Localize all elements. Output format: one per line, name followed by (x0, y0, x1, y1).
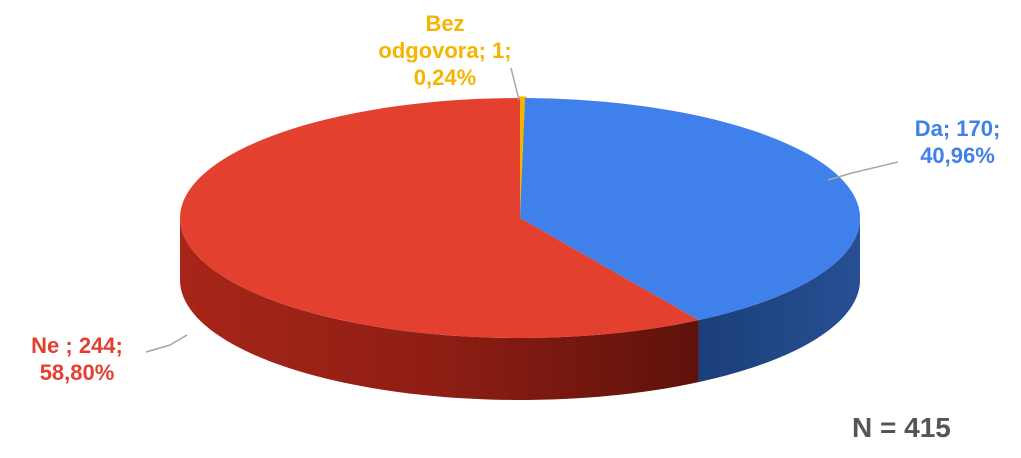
pie-side-ne (180, 218, 699, 400)
leader-line-da (827, 161, 899, 181)
data-label-bez-odgovora: Bez odgovora; 1; 0,24% (315, 10, 575, 91)
data-label-ne: Ne ; 244; 58,80% (2, 332, 152, 386)
data-label-line: Da; 170; (914, 116, 1001, 141)
data-label-line: 40,96% (920, 143, 995, 168)
data-label-line: 58,80% (39, 360, 115, 385)
pie-slice-ne (180, 98, 699, 338)
leader-line-bez (510, 67, 520, 101)
pie-sides (180, 218, 860, 400)
pie-tops (180, 96, 861, 338)
total-count-label: N = 415 (852, 412, 951, 443)
pie-side-da (698, 218, 860, 383)
data-label-line: 0,24% (413, 65, 477, 90)
data-label-line: Bez (425, 11, 465, 36)
pie-slice-da (520, 98, 861, 321)
data-label-line: Ne ; 244; (31, 333, 123, 358)
data-label-da: Da; 170; 40,96% (900, 115, 1015, 169)
leader-lines (145, 67, 899, 353)
data-label-line: odgovora; 1; (378, 38, 512, 63)
leader-line-ne (145, 334, 188, 353)
pie-slice-bez-odgovora (518, 96, 527, 219)
